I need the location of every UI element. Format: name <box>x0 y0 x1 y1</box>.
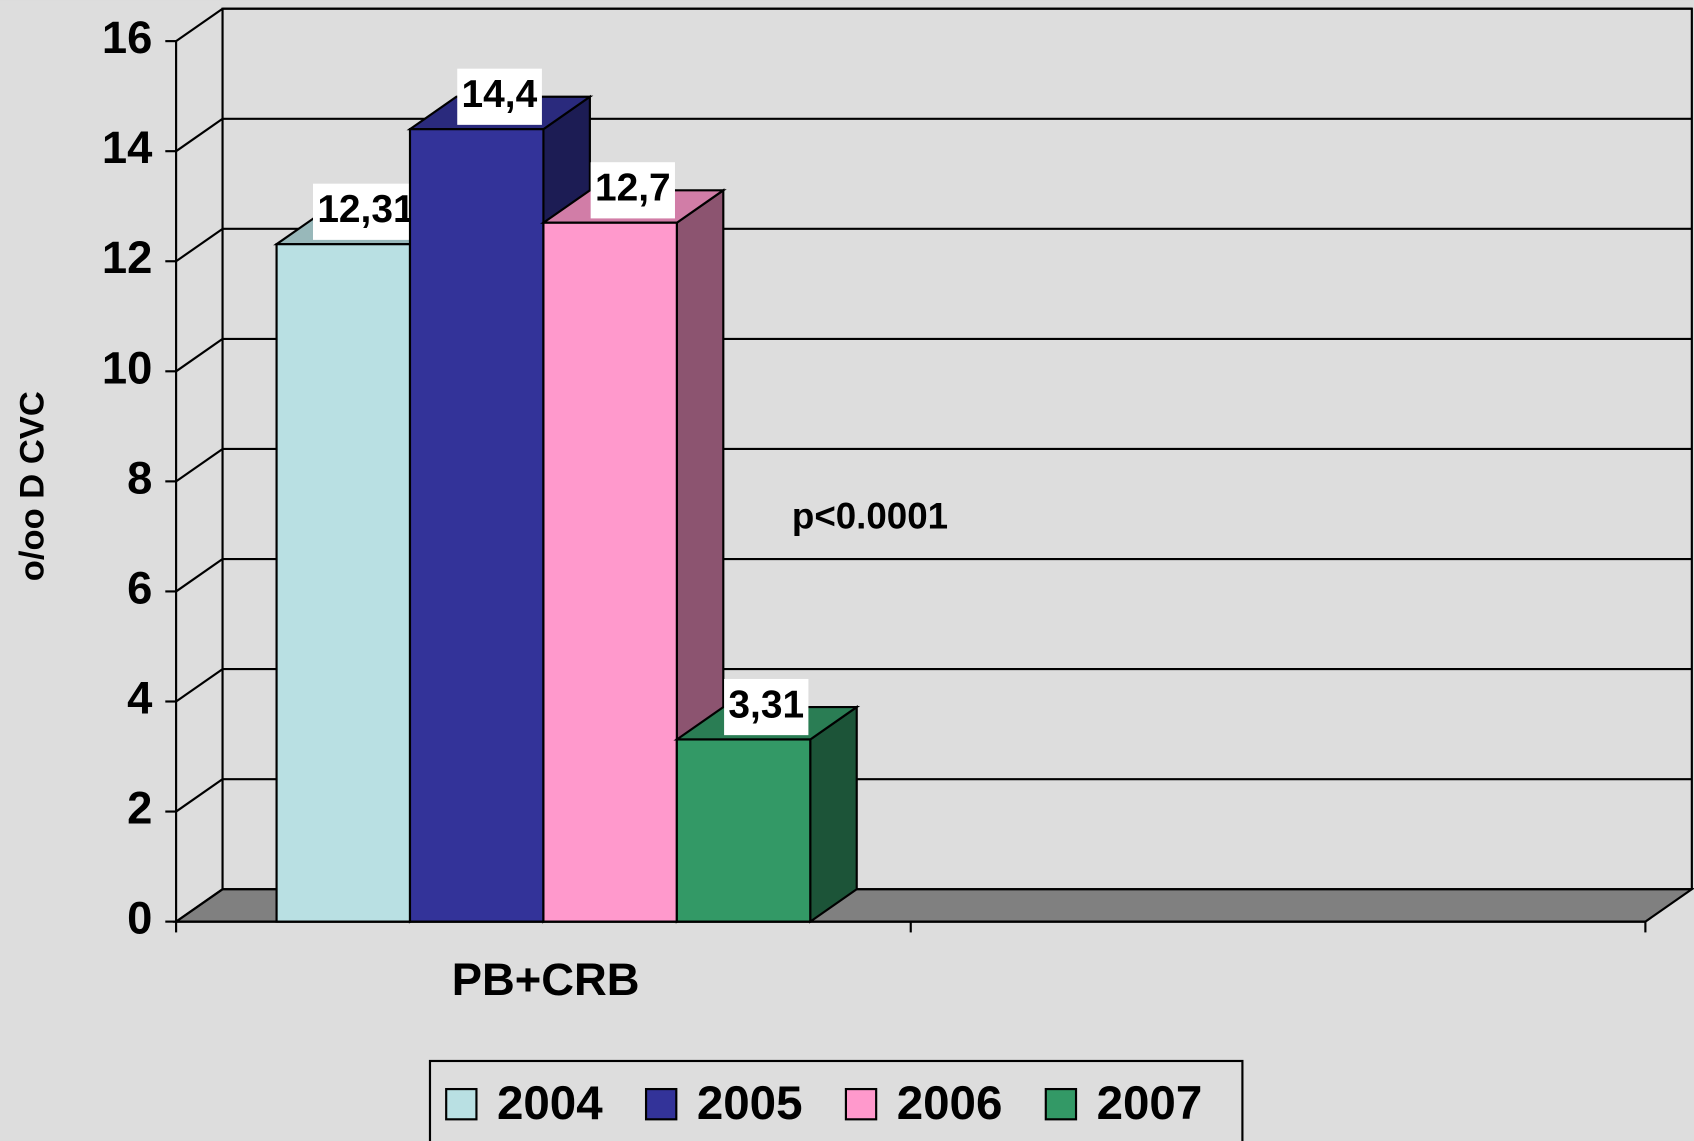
legend-label: 2007 <box>1097 1077 1203 1130</box>
y-tick-label: 6 <box>127 562 152 613</box>
legend-label: 2006 <box>897 1077 1003 1130</box>
y-tick-label: 16 <box>102 12 152 63</box>
bar-front <box>542 221 678 923</box>
y-tick-label: 8 <box>127 452 152 503</box>
value-label-box <box>724 678 809 736</box>
grid-line-side <box>175 227 224 263</box>
bar-front <box>275 243 412 923</box>
y-tick-label: 14 <box>102 122 152 173</box>
grid-line-side <box>175 448 224 483</box>
grid-line-side <box>175 888 224 923</box>
legend-swatch <box>644 1087 678 1121</box>
grid-line-side <box>175 7 224 43</box>
bar-front <box>675 738 812 923</box>
bar <box>673 704 861 924</box>
grid-line-side <box>175 668 224 703</box>
y-axis-label: o/oo D CVC <box>14 391 52 581</box>
grid-line-side <box>175 117 224 153</box>
y-tick-label: 10 <box>102 342 152 393</box>
legend-label: 2004 <box>497 1077 603 1130</box>
value-label-box <box>457 68 542 125</box>
y-tick-label: 4 <box>127 672 152 723</box>
value-label-box <box>313 183 419 240</box>
value-label: 12,7 <box>595 167 671 210</box>
bar-front <box>408 128 545 923</box>
annotation: p<0.0001 <box>792 495 948 536</box>
legend-swatch <box>445 1087 478 1121</box>
grid-line-side <box>175 338 224 373</box>
value-label: 14,4 <box>462 73 538 116</box>
y-tick-label: 2 <box>127 783 152 834</box>
value-label: 3,31 <box>728 683 804 726</box>
y-tick-label: 12 <box>102 232 152 283</box>
legend-swatch <box>1044 1087 1078 1121</box>
grid-line-side <box>175 778 224 813</box>
legend-label: 2005 <box>697 1077 803 1130</box>
value-label-box <box>590 162 675 219</box>
value-label: 12,31 <box>317 188 414 231</box>
x-tick-label: PB+CRB <box>452 954 640 1005</box>
grid-line-side <box>175 558 224 593</box>
y-tick-label: 0 <box>127 893 152 944</box>
bar-side <box>809 704 858 924</box>
legend-swatch <box>844 1087 878 1121</box>
legend-box <box>428 1059 1244 1141</box>
